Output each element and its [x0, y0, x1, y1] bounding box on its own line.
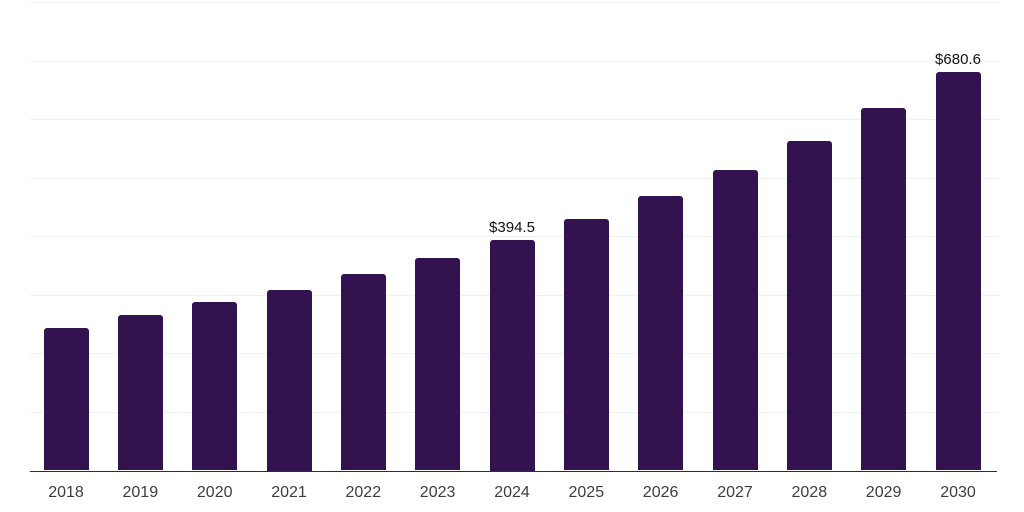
- gridline-800: [30, 2, 1000, 3]
- bar-2022[interactable]: [340, 273, 386, 471]
- value-label-2024: $394.5: [489, 218, 535, 236]
- bar-2027[interactable]: [712, 170, 758, 471]
- x-tick-label-2021: 2021: [271, 484, 307, 501]
- x-axis-line: [30, 471, 997, 472]
- bar-2030[interactable]: [935, 71, 981, 471]
- bar-2019[interactable]: [117, 314, 163, 471]
- x-tick-label-2028: 2028: [791, 484, 828, 501]
- bar-2025[interactable]: [563, 218, 609, 471]
- bar-2028[interactable]: [786, 141, 832, 471]
- bar-2023[interactable]: [415, 257, 461, 471]
- gridline-700: [30, 60, 1000, 62]
- bar-2021[interactable]: [266, 289, 312, 471]
- value-label-2030: $680.6: [935, 50, 981, 68]
- x-tick-label-2018: 2018: [48, 484, 84, 501]
- x-tick-label-2022: 2022: [345, 484, 382, 501]
- bar-2029[interactable]: [861, 108, 907, 471]
- bar-2024[interactable]: [489, 239, 535, 471]
- x-tick-label-2030: 2030: [940, 484, 976, 501]
- gridline-600: [30, 119, 1000, 121]
- bar-2018[interactable]: [43, 327, 89, 471]
- x-tick-label-2019: 2019: [122, 484, 159, 501]
- x-tick-label-2025: 2025: [568, 484, 605, 501]
- x-tick-label-2027: 2027: [717, 484, 753, 501]
- x-tick-label-2020: 2020: [196, 484, 233, 501]
- x-tick-label-2026: 2026: [642, 484, 679, 501]
- bar-2026[interactable]: [638, 196, 684, 471]
- gridline-400: [30, 236, 1000, 238]
- x-tick-label-2024: 2024: [494, 484, 530, 501]
- x-tick-label-2023: 2023: [419, 484, 456, 501]
- x-tick-label-2029: 2029: [865, 484, 902, 501]
- bar-2020[interactable]: [192, 302, 238, 471]
- gridline-500: [30, 177, 1000, 179]
